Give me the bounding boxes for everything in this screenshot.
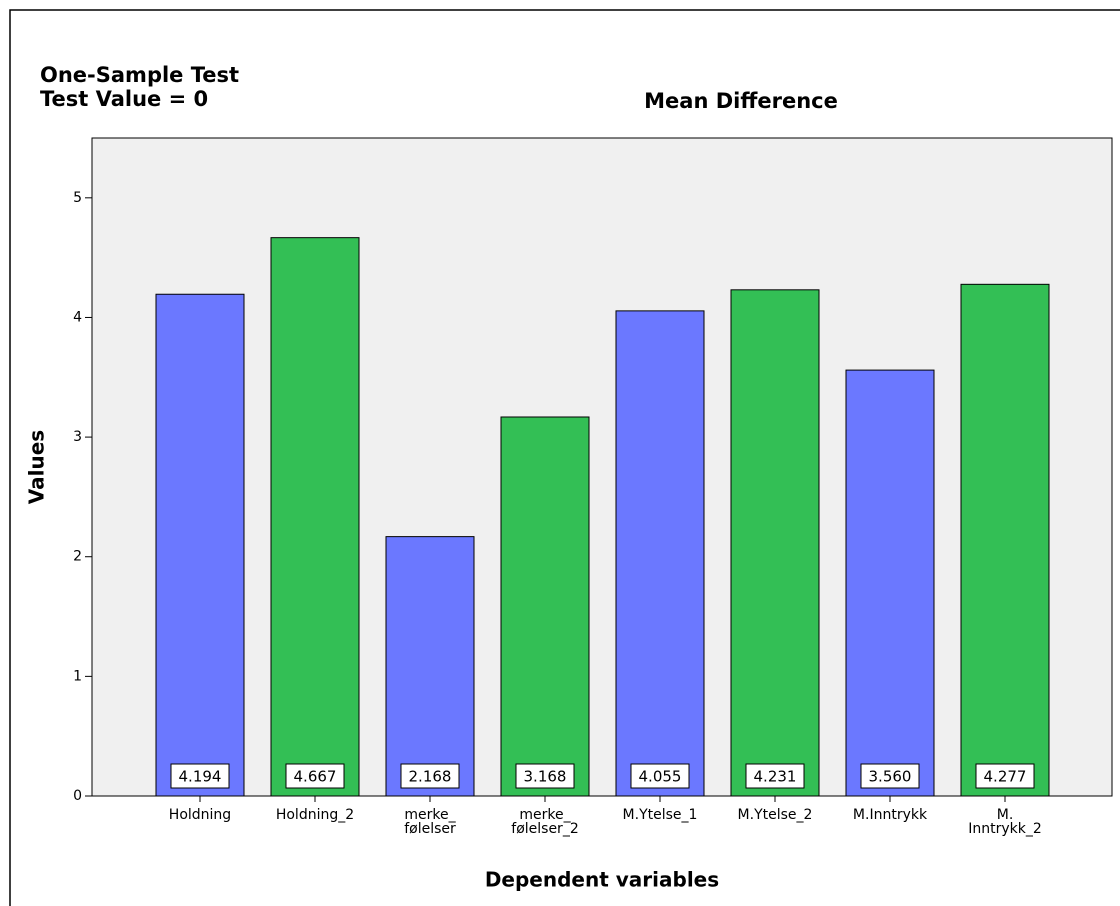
y-tick-label: 5 [73,190,82,206]
x-tick-label: Holdning [168,807,232,823]
bar [500,416,590,797]
value-label: 4.194 [179,768,222,786]
y-tick-label: 4 [73,309,82,325]
plot-area [91,137,1113,797]
y-axis-label: Values [25,430,49,504]
value-label: 4.277 [984,768,1027,786]
value-label-box [170,763,230,789]
x-tick-label: merke_ følelser_2 [511,807,579,837]
bar [960,283,1050,797]
bar [845,369,935,797]
header-line: Test Value = 0 [40,87,208,111]
y-tick-label: 3 [73,429,82,445]
bar [155,293,245,797]
value-label-box [745,763,805,789]
value-label: 4.667 [294,768,337,786]
header-line: One-Sample Test [40,63,239,87]
value-label: 3.560 [869,768,912,786]
value-label-box [860,763,920,789]
y-tick-label: 1 [73,668,82,684]
x-tick-label: M.Ytelse_1 [622,807,698,823]
x-tick-label: Holdning_2 [275,807,355,823]
x-tick-label: M.Ytelse_2 [737,807,813,823]
value-label: 3.168 [524,768,567,786]
value-label: 2.168 [409,768,452,786]
value-label: 4.055 [639,768,682,786]
y-tick-label: 0 [73,788,82,804]
value-label-box [630,763,690,789]
x-tick-label: M. Inntrykk_2 [968,807,1042,837]
value-label-box [975,763,1035,789]
value-label-box [400,763,460,789]
x-tick-label: merke_ følelser [404,807,456,837]
bar [615,310,705,797]
chart-title: Mean Difference [644,89,838,113]
value-label: 4.231 [754,768,797,786]
x-tick-label: M.Inntrykk [852,807,928,823]
x-axis-label: Dependent variables [485,868,719,892]
value-label-box [285,763,345,789]
bar [270,237,360,797]
bar [385,536,475,797]
bar [730,289,820,797]
y-tick-label: 2 [73,549,82,565]
value-label-box [515,763,575,789]
